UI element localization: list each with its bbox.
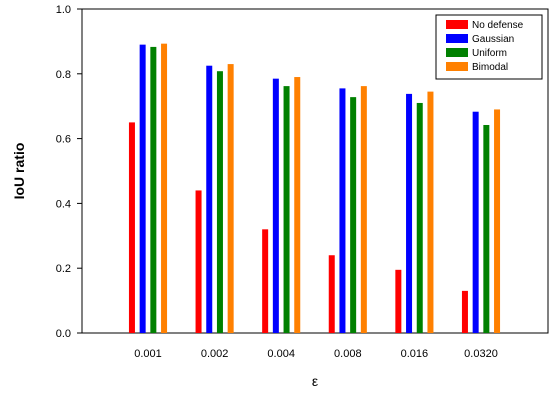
legend-label: Gaussian bbox=[472, 34, 514, 45]
y-tick-label: 0.6 bbox=[56, 134, 71, 146]
x-axis-label: ε bbox=[312, 373, 318, 389]
y-tick-label: 1.0 bbox=[56, 4, 71, 16]
x-tick-label: 0.016 bbox=[401, 348, 429, 360]
bar-uniform bbox=[350, 97, 357, 334]
bar-uniform bbox=[283, 86, 290, 333]
plot-frame bbox=[81, 8, 549, 334]
bar-gaussian bbox=[472, 111, 479, 333]
bar-no-defense bbox=[461, 290, 468, 333]
bar-bimodal bbox=[294, 77, 301, 333]
bar-gaussian bbox=[206, 65, 213, 333]
legend-swatch bbox=[446, 20, 468, 29]
legend-swatch bbox=[446, 48, 468, 57]
bar-bimodal bbox=[427, 91, 434, 334]
bar-no-defense bbox=[195, 190, 202, 333]
legend: No defense Gaussian Uniform Bimodal bbox=[435, 14, 543, 80]
legend-label: Uniform bbox=[472, 48, 507, 59]
x-tick-label: 0.001 bbox=[134, 348, 162, 360]
x-tick-label: 0.004 bbox=[267, 348, 295, 360]
bar-no-defense bbox=[395, 269, 402, 333]
bar-uniform bbox=[150, 46, 157, 334]
legend-label: No defense bbox=[472, 20, 524, 31]
bar-bimodal bbox=[227, 64, 234, 333]
legend-swatch bbox=[446, 62, 468, 71]
bar-no-defense bbox=[128, 122, 135, 334]
y-tick-label: 0.4 bbox=[56, 198, 71, 210]
x-tick-label: 0.008 bbox=[334, 348, 362, 360]
bar-bimodal bbox=[161, 43, 168, 333]
bar-uniform bbox=[416, 102, 423, 334]
bar-bimodal bbox=[494, 109, 501, 333]
legend-swatch bbox=[446, 34, 468, 43]
bar-uniform bbox=[483, 124, 490, 333]
bar-no-defense bbox=[328, 255, 335, 333]
bar-uniform bbox=[216, 71, 223, 333]
y-tick-label: 0.2 bbox=[56, 263, 71, 275]
x-tick-label: 0.0320 bbox=[464, 348, 498, 360]
x-tick-label: 0.002 bbox=[201, 348, 229, 360]
bar-gaussian bbox=[406, 93, 413, 333]
y-tick-label: 0.8 bbox=[56, 69, 71, 81]
bar-gaussian bbox=[139, 44, 146, 333]
y-axis: 0.0 0.2 0.4 0.6 0.8 1.0 bbox=[56, 4, 82, 340]
y-axis-label: IoU ratio bbox=[11, 143, 27, 200]
bars bbox=[128, 43, 501, 334]
bar-gaussian bbox=[339, 88, 346, 333]
y-tick-label: 0.0 bbox=[56, 328, 71, 340]
x-axis: 0.001 0.002 0.004 0.008 0.016 0.0320 bbox=[134, 348, 498, 360]
legend-label: Bimodal bbox=[472, 62, 508, 73]
bar-bimodal bbox=[360, 86, 367, 333]
bar-gaussian bbox=[272, 78, 279, 333]
bar-no-defense bbox=[262, 229, 269, 333]
